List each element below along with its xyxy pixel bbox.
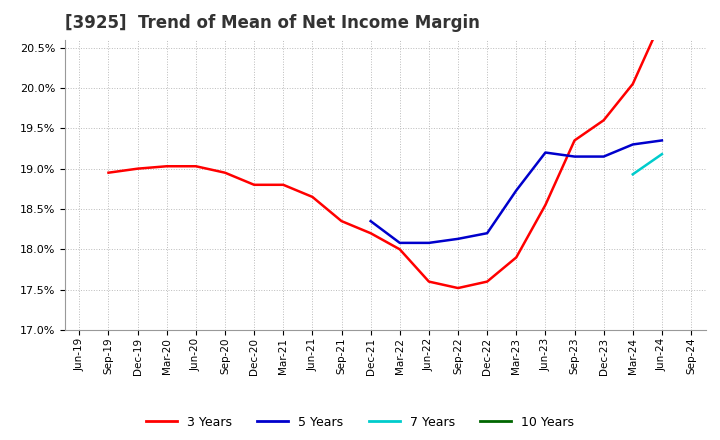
5 Years <box>512 188 521 193</box>
3 Years <box>163 164 171 169</box>
Line: 5 Years: 5 Years <box>371 140 662 243</box>
7 Years <box>657 151 666 157</box>
3 Years <box>337 219 346 224</box>
Legend: 3 Years, 5 Years, 7 Years, 10 Years: 3 Years, 5 Years, 7 Years, 10 Years <box>141 411 579 434</box>
3 Years <box>192 164 200 169</box>
3 Years <box>104 170 113 176</box>
3 Years <box>570 138 579 143</box>
3 Years <box>366 231 375 236</box>
3 Years <box>599 117 608 123</box>
3 Years <box>541 202 550 208</box>
5 Years <box>570 154 579 159</box>
Line: 3 Years: 3 Years <box>109 19 662 288</box>
5 Years <box>366 219 375 224</box>
5 Years <box>541 150 550 155</box>
3 Years <box>657 17 666 22</box>
7 Years <box>629 172 637 177</box>
5 Years <box>395 240 404 246</box>
3 Years <box>629 81 637 87</box>
5 Years <box>599 154 608 159</box>
3 Years <box>512 255 521 260</box>
5 Years <box>483 231 492 236</box>
3 Years <box>483 279 492 284</box>
3 Years <box>250 182 258 187</box>
5 Years <box>657 138 666 143</box>
Line: 7 Years: 7 Years <box>633 154 662 174</box>
3 Years <box>133 166 142 171</box>
5 Years <box>454 236 462 242</box>
5 Years <box>425 240 433 246</box>
3 Years <box>395 247 404 252</box>
3 Years <box>308 194 317 200</box>
5 Years <box>629 142 637 147</box>
Text: [3925]  Trend of Mean of Net Income Margin: [3925] Trend of Mean of Net Income Margi… <box>65 15 480 33</box>
3 Years <box>220 170 229 176</box>
3 Years <box>279 182 287 187</box>
3 Years <box>425 279 433 284</box>
3 Years <box>454 286 462 291</box>
